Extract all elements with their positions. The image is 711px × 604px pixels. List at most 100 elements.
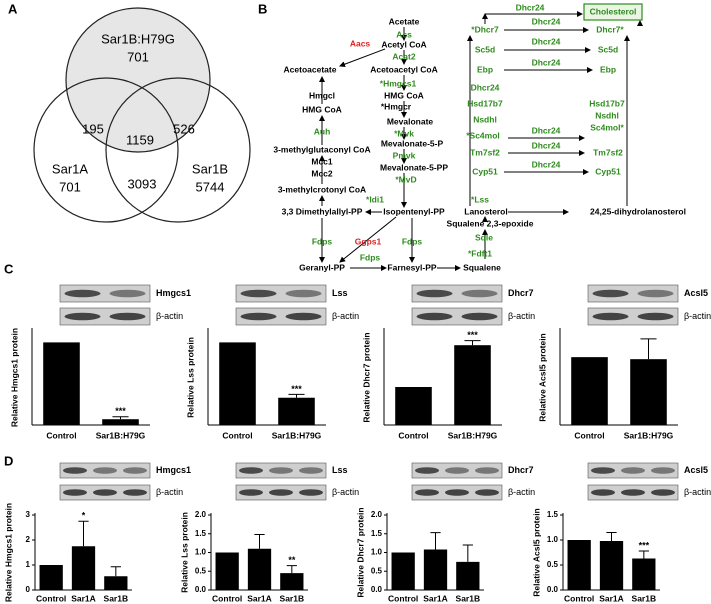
blot-band	[621, 489, 645, 496]
blot-band	[592, 289, 629, 298]
y-tick-label: 0.0	[195, 585, 207, 594]
pathway-node: Dhcr24	[532, 36, 561, 46]
bar	[102, 419, 139, 425]
pathway-node: *Dhcr7	[471, 24, 499, 34]
blot-label: β-actin	[684, 311, 711, 321]
x-tick-label: Control	[222, 430, 252, 440]
y-tick-label: 1.0	[371, 548, 383, 557]
blot	[411, 307, 503, 326]
blot	[59, 307, 151, 326]
x-tick-label: Sar1B:H79G	[624, 430, 674, 440]
pathway-node: Ebp	[477, 64, 493, 74]
y-axis-label: Relative Dhcr7 protein	[355, 507, 365, 597]
blot-band	[240, 312, 277, 321]
error-bar	[112, 416, 129, 420]
pathway-node: Sc5d	[475, 44, 495, 54]
pathway-node: Farnesyl-PP	[387, 262, 436, 272]
set-count: 701	[127, 49, 149, 64]
y-tick-label: 0.5	[547, 560, 559, 569]
panel-label: D	[4, 453, 13, 468]
x-tick-label: Control	[212, 593, 242, 603]
significance: ***	[115, 406, 126, 416]
pathway-node: Dhcr24	[532, 140, 561, 150]
pathway-node: Aacs	[350, 38, 371, 48]
bar	[456, 561, 480, 590]
bar	[599, 541, 624, 590]
pathway-node: *Hmgcr	[381, 101, 412, 111]
intersection-count: 1159	[126, 132, 154, 147]
y-axis-label: Relative Lss protein	[179, 512, 189, 593]
pathway-node: Dhcr7*	[596, 24, 624, 34]
intersection-count: 3093	[128, 176, 157, 191]
bar	[247, 548, 272, 590]
y-tick-label: 1.0	[195, 548, 207, 557]
pathway-node: Nsdhl	[473, 114, 497, 124]
blot-label: β-actin	[508, 311, 535, 321]
venn: Sar1B:H79G 701 Sar1A 701 Sar1B 5744 195 …	[33, 7, 251, 223]
y-axis-label: Relative Hmgcs1 protein	[3, 503, 13, 602]
x-tick-label: Control	[46, 430, 76, 440]
blot-label: β-actin	[508, 487, 535, 497]
blot	[235, 284, 327, 303]
bar	[215, 552, 239, 590]
error-bar	[78, 520, 89, 547]
y-tick-label: 0.5	[371, 566, 383, 575]
y-tick-label: 1.5	[195, 529, 207, 538]
blot-band	[285, 312, 322, 321]
x-tick-label: Sar1B:H79G	[272, 430, 322, 440]
blot-label: β-actin	[332, 487, 359, 497]
bar	[567, 540, 591, 590]
y-tick-label: 2	[26, 535, 31, 544]
pathway-node: Fdps	[402, 236, 423, 246]
pathway-node: Sc4mol*	[590, 122, 624, 132]
pathway-node: Ebp	[600, 64, 616, 74]
set-name: Sar1B	[192, 161, 228, 176]
pathway-node: Sc5d	[598, 44, 618, 54]
error-bar	[464, 340, 481, 346]
pathway-node: Mevalonate	[387, 116, 434, 126]
pathway-node: Tm7sf2	[593, 147, 623, 157]
blot-band	[416, 312, 453, 321]
blot-label: β-actin	[684, 487, 711, 497]
blot-label: Lss	[332, 465, 348, 475]
pathway-node: *Sc4mol	[466, 130, 500, 140]
blot-band	[93, 467, 117, 474]
blot-band	[475, 467, 499, 474]
bar	[395, 387, 432, 425]
set-count: 701	[59, 179, 81, 194]
blot-band	[63, 489, 87, 496]
pathway-node: Geranyl-PP	[299, 262, 345, 272]
blot-label: Dhcr7	[508, 288, 534, 298]
bar	[278, 397, 315, 425]
pathway-node: Squalene	[463, 262, 501, 272]
set-name: Sar1B:H79G	[101, 31, 175, 46]
pathway-node: Mcc2	[311, 168, 333, 178]
panel-label: B	[258, 1, 267, 16]
blot-label: Hmgcs1	[156, 465, 191, 475]
bar	[219, 342, 256, 425]
blot-band	[123, 467, 147, 474]
blot-band	[651, 489, 675, 496]
pathway-node: Mevalonate-5-PP	[380, 162, 448, 172]
blot-band	[637, 289, 674, 298]
blot-label: Acsl5	[684, 288, 708, 298]
blot-band	[461, 289, 498, 298]
blot-band	[637, 312, 674, 321]
bar	[632, 558, 656, 590]
error-bar	[110, 566, 121, 577]
pathway-node: Lanosterol	[464, 206, 507, 216]
pathway-node: *Idi1	[366, 194, 384, 204]
pathway-node: Fdps	[312, 236, 333, 246]
blot-band	[285, 289, 322, 298]
pathway-node: Dhcr24	[532, 57, 561, 67]
pathway-node: 3,3 Dimethylallyl-PP	[282, 206, 363, 216]
pathway-node: Acetate	[389, 16, 420, 26]
y-axis-label: Relative Lss protein	[185, 337, 195, 418]
pathway-node: Hmgcl	[309, 90, 335, 100]
error-bar	[430, 532, 441, 550]
y-tick-label: 1	[26, 560, 31, 569]
x-tick-label: Sar1A	[71, 593, 96, 603]
blot-label: β-actin	[156, 311, 183, 321]
